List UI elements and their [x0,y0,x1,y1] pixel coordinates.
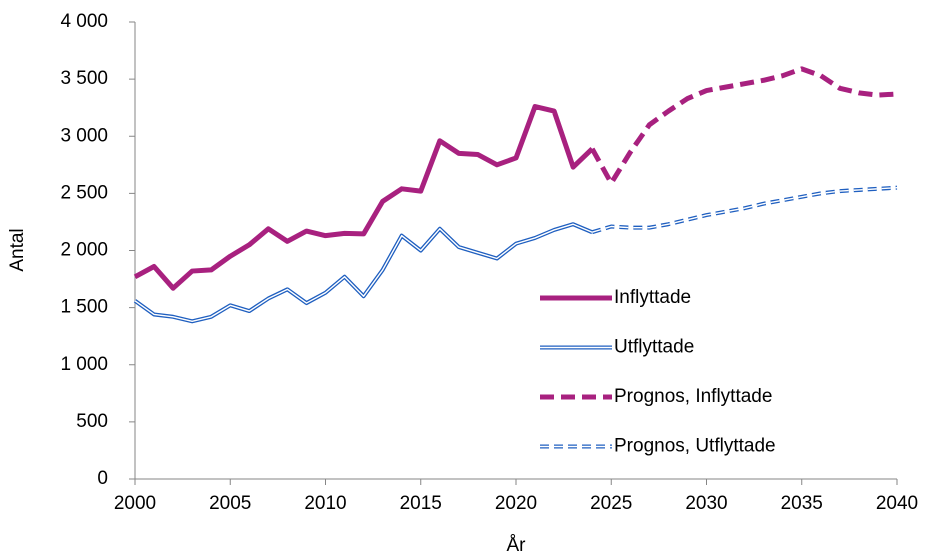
legend-label: Prognos, Inflyttade [614,386,772,407]
x-axis-label: År [507,535,527,556]
x-tick-label: 2010 [304,493,346,514]
y-tick-label: 2 000 [60,240,108,261]
y-tick-label: 2 500 [60,182,108,203]
x-tick-label: 2005 [209,493,251,514]
y-tick-label: 0 [97,468,108,489]
x-tick-label: 2000 [114,493,156,514]
x-tick-label: 2015 [400,493,442,514]
series-line [590,66,898,186]
x-tick-label: 2020 [495,493,537,514]
legend-label: Utflyttade [614,337,694,358]
x-tick-label: 2040 [876,493,918,514]
y-tick-label: 1 000 [60,354,108,375]
y-tick-label: 3 500 [60,68,108,89]
y-axis-label: Antal [7,228,28,271]
series-line [591,185,898,235]
y-tick-label: 4 000 [60,11,108,32]
y-tick-label: 1 500 [60,297,108,318]
x-tick-label: 2025 [590,493,632,514]
x-tick-label: 2030 [685,493,727,514]
series-line [133,104,594,291]
series-line-inner [134,223,593,323]
legend-label: Inflyttade [614,287,691,308]
legend-label: Prognos, Utflyttade [614,436,776,457]
x-tick-label: 2035 [781,493,823,514]
y-tick-label: 500 [76,411,108,432]
y-tick-label: 3 000 [60,125,108,146]
series-line-inner [591,186,898,233]
